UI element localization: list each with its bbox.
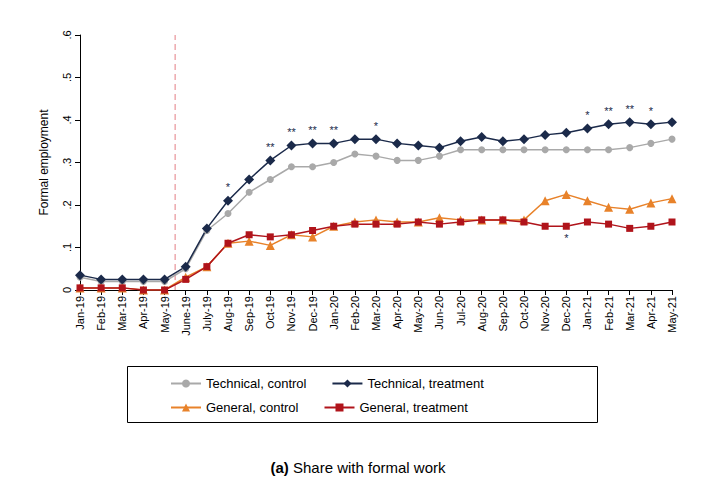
svg-text:Sep-20: Sep-20	[497, 296, 509, 331]
svg-text:.5: .5	[61, 73, 73, 82]
svg-text:Jan-19: Jan-19	[74, 296, 86, 330]
svg-text:Dec-20: Dec-20	[560, 296, 572, 331]
svg-text:May-19: May-19	[159, 296, 171, 333]
svg-text:Jan-20: Jan-20	[328, 296, 340, 330]
svg-text:**: **	[329, 124, 338, 136]
svg-text:Apr-19: Apr-19	[137, 296, 149, 329]
svg-text:*: *	[226, 181, 231, 193]
svg-text:Jan-21: Jan-21	[581, 296, 593, 330]
svg-text:June-19: June-19	[180, 296, 192, 336]
svg-text:May-20: May-20	[412, 296, 424, 333]
svg-text:Technical, treatment: Technical, treatment	[367, 376, 484, 391]
svg-text:**: **	[625, 103, 634, 115]
svg-text:Apr-21: Apr-21	[645, 296, 657, 329]
svg-text:Feb-19: Feb-19	[95, 296, 107, 331]
svg-text:Share with formal work: Share with formal work	[289, 459, 446, 476]
svg-text:*: *	[374, 120, 379, 132]
svg-text:Aug-19: Aug-19	[222, 296, 234, 331]
svg-text:.6: .6	[61, 30, 73, 39]
svg-text:0: 0	[61, 287, 73, 293]
svg-text:.3: .3	[61, 158, 73, 167]
svg-text:Oct-20: Oct-20	[518, 296, 530, 329]
svg-text:Nov-19: Nov-19	[285, 296, 297, 331]
svg-text:Mar-20: Mar-20	[370, 296, 382, 331]
svg-text:.4: .4	[61, 115, 73, 124]
svg-text:Oct-19: Oct-19	[264, 296, 276, 329]
svg-text:Dec-19: Dec-19	[307, 296, 319, 331]
svg-text:**: **	[287, 126, 296, 138]
svg-text:.2: .2	[61, 200, 73, 209]
svg-text:Feb-21: Feb-21	[603, 296, 615, 331]
svg-text:Apr-20: Apr-20	[391, 296, 403, 329]
svg-text:(a): (a)	[270, 459, 288, 476]
svg-text:**: **	[266, 141, 275, 153]
svg-text:General, control: General, control	[206, 400, 299, 415]
svg-text:Nov-20: Nov-20	[539, 296, 551, 331]
svg-text:*: *	[649, 105, 654, 117]
svg-text:Mar-19: Mar-19	[116, 296, 128, 331]
svg-text:Aug-20: Aug-20	[476, 296, 488, 331]
svg-text:Feb-20: Feb-20	[349, 296, 361, 331]
svg-text:*: *	[564, 232, 569, 244]
svg-text:July-19: July-19	[201, 296, 213, 331]
svg-text:Technical, control: Technical, control	[206, 376, 307, 391]
svg-text:May-21: May-21	[666, 296, 678, 333]
svg-text:*: *	[585, 109, 590, 121]
svg-text:Mar-21: Mar-21	[624, 296, 636, 331]
svg-text:Formal employment: Formal employment	[37, 109, 51, 216]
svg-text:Jun-20: Jun-20	[433, 296, 445, 330]
svg-text:**: **	[308, 124, 317, 136]
svg-text:.1: .1	[61, 243, 73, 252]
svg-text:**: **	[604, 105, 613, 117]
svg-text:General, treatment: General, treatment	[359, 400, 468, 415]
svg-text:Jul-20: Jul-20	[455, 296, 467, 326]
svg-text:Sep-19: Sep-19	[243, 296, 255, 331]
